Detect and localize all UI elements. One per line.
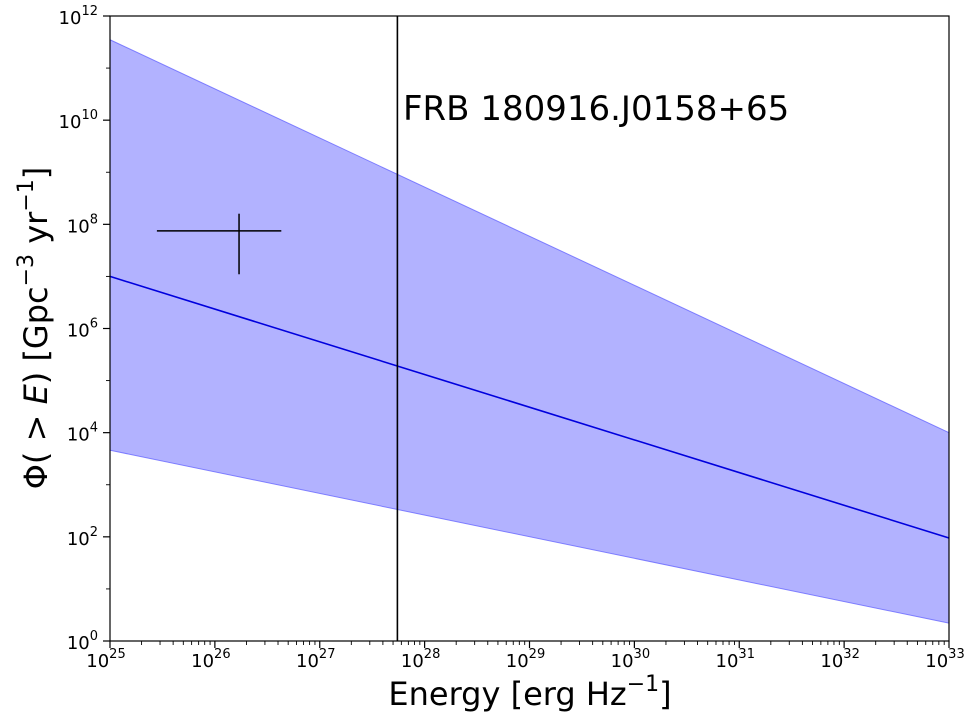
y-axis-title: Φ( > E) [Gpc−3 yr−1] bbox=[14, 167, 55, 490]
x-tick-label: 1025 bbox=[86, 647, 125, 672]
x-tick-label: 1028 bbox=[401, 647, 440, 672]
x-tick-label: 1031 bbox=[716, 647, 755, 672]
y-tick-label: 106 bbox=[67, 317, 98, 342]
y-tick-label: 1012 bbox=[59, 4, 98, 29]
annotation-label: FRB 180916.J0158+65 bbox=[403, 89, 789, 129]
x-tick-label: 1030 bbox=[611, 647, 650, 672]
x-tick-label: 1032 bbox=[820, 647, 859, 672]
x-tick-label: 1029 bbox=[506, 647, 545, 672]
y-tick-label: 100 bbox=[67, 629, 98, 654]
x-tick-label: 1026 bbox=[191, 647, 230, 672]
y-tick-label: 1010 bbox=[59, 108, 98, 133]
x-axis-title: Energy [erg Hz−1] bbox=[388, 672, 671, 713]
y-tick-label: 104 bbox=[67, 421, 98, 446]
y-tick-label: 108 bbox=[67, 212, 98, 237]
y-tick-label: 102 bbox=[67, 525, 98, 550]
axes: 1025 1026 1027 1028 1029 1030 1031 1032 1033 100 1… bbox=[59, 4, 965, 672]
median-line bbox=[109, 275, 950, 539]
x-tick-label: 1027 bbox=[296, 647, 335, 672]
x-tick-label: 1033 bbox=[925, 647, 964, 672]
